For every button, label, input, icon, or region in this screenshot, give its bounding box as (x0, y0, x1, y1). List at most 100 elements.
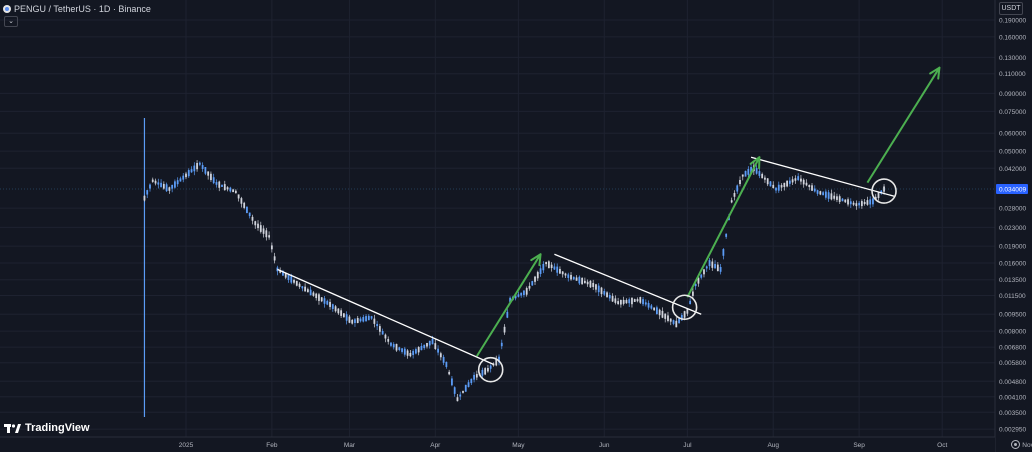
trendline (277, 268, 494, 365)
x-tick-label: Feb (266, 442, 278, 449)
candle-body (489, 365, 492, 369)
x-tick-label: Jun (599, 442, 610, 449)
y-tick-label: 0.002950 (999, 427, 1026, 434)
y-tick-label: 0.130000 (999, 55, 1026, 62)
candle-body (334, 306, 337, 312)
candle-body (628, 299, 631, 304)
candle-body (417, 347, 420, 353)
y-tick-label: 0.190000 (999, 18, 1026, 25)
candle-body (766, 178, 769, 185)
candle-body (863, 201, 866, 205)
candle-body (775, 187, 777, 191)
candle-body (387, 339, 390, 342)
candle-body (639, 297, 642, 303)
candle-body (157, 182, 160, 185)
candle-body (462, 390, 464, 393)
x-tick-label: Jul (683, 442, 692, 449)
candle-body (232, 189, 234, 193)
candle-body (542, 264, 545, 271)
candle-body (619, 299, 622, 305)
candle-body (401, 348, 403, 352)
candle-body (329, 301, 331, 307)
candle-body (761, 173, 764, 179)
candle-body (448, 371, 451, 375)
y-tick-label: 0.009500 (999, 312, 1026, 319)
time-axis-panel (0, 437, 995, 452)
currency-button[interactable]: USDT (999, 2, 1023, 15)
y-tick-label: 0.003500 (999, 410, 1026, 417)
candle-body (730, 200, 733, 203)
candle-body (769, 181, 772, 187)
candle-body (872, 198, 874, 205)
collapse-chevron-icon[interactable]: ⌄ (4, 16, 18, 27)
candle-body (470, 378, 473, 384)
current-price-label: 0.034009 (999, 187, 1026, 194)
y-tick-label: 0.019000 (999, 244, 1026, 251)
candle-body (210, 173, 212, 181)
candle-body (259, 225, 262, 232)
candle-body (539, 268, 542, 274)
candle-body (509, 297, 511, 302)
y-tick-label: 0.004800 (999, 379, 1026, 386)
candle-body (802, 179, 805, 185)
candle-body (503, 326, 506, 333)
candle-body (262, 228, 265, 234)
candle-body (600, 287, 603, 295)
candle-body (428, 340, 431, 346)
candle-body (293, 279, 295, 283)
candle-body (345, 314, 348, 321)
candle-body (559, 268, 561, 274)
current-price-tag (996, 184, 1028, 194)
breakout-circle (871, 178, 897, 204)
candle-body (819, 191, 822, 195)
candle-body (301, 286, 304, 289)
candle-body (608, 294, 611, 299)
candle-body (667, 315, 669, 321)
x-tick-label: May (512, 442, 525, 449)
time-axis: 2025 Feb Mar Apr May Jun Jul Aug Sep Oct Nov (0, 436, 1032, 452)
candle-body (290, 276, 293, 283)
candle-body (852, 202, 855, 205)
candle-body (791, 179, 794, 183)
tradingview-logo: TradingView (4, 422, 90, 434)
candle-body (611, 295, 614, 302)
candle-body (764, 177, 766, 180)
candle-body (309, 289, 312, 296)
candle-body (426, 342, 428, 347)
candle-body (162, 183, 165, 189)
candle-body (592, 282, 595, 287)
candle-body (331, 304, 334, 310)
candle-body (304, 286, 307, 292)
symbol-header[interactable]: PENGU / TetherUS · 1D · Binance (3, 2, 151, 15)
candle-body (711, 261, 714, 268)
candle-body (431, 338, 434, 345)
candle-body (536, 272, 539, 279)
candle-body (451, 378, 453, 386)
candle-body (597, 285, 600, 293)
candle-body (841, 198, 844, 202)
candle-body (858, 202, 861, 206)
candle-body (844, 199, 847, 203)
candle-body (434, 343, 437, 350)
candle-body (182, 175, 185, 180)
candle-body (642, 299, 644, 305)
candle-body (827, 192, 830, 199)
candle-body (808, 185, 811, 188)
candle-body (351, 319, 354, 324)
settings-gear-icon[interactable] (1011, 440, 1020, 449)
candle-body (268, 235, 270, 238)
candle-body (545, 262, 547, 265)
candle-body (534, 276, 536, 282)
candle-body (694, 283, 697, 287)
candle-body (830, 193, 833, 200)
candle-body (575, 277, 578, 281)
candle-body (838, 196, 841, 202)
price-axis: 0.190000 0.160000 0.130000 0.110000 0.090000… (994, 0, 1032, 452)
candle-body (370, 316, 373, 319)
candle-body (697, 277, 700, 284)
candle-body (874, 196, 877, 200)
candle-body (207, 171, 210, 176)
chart-grid (0, 0, 1029, 437)
candle-body (459, 394, 462, 397)
